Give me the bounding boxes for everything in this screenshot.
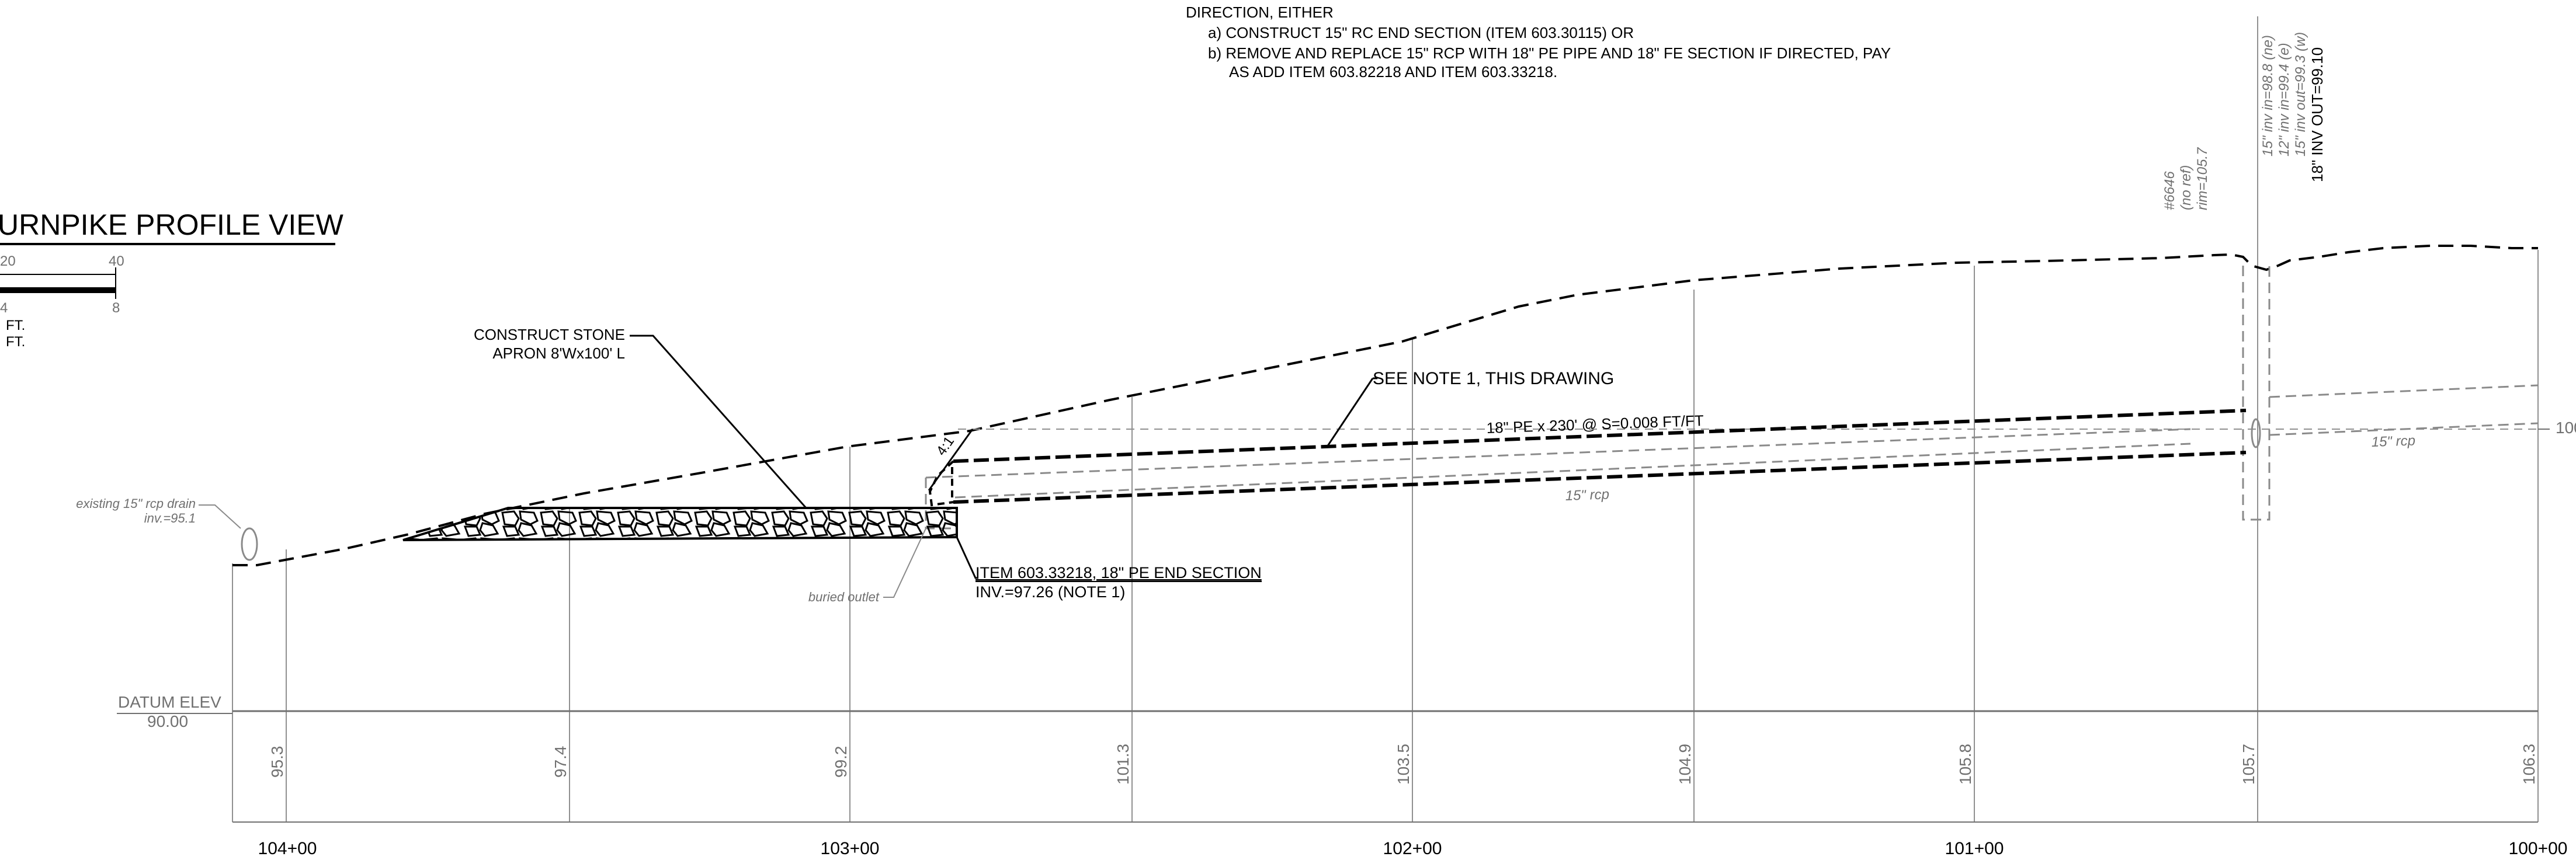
datum-value: 90.00 bbox=[147, 712, 188, 730]
scale-label-40: 40 bbox=[109, 253, 124, 269]
ground-elev-label: 105.8 bbox=[1956, 744, 1974, 785]
note-direction: DIRECTION, EITHER bbox=[1186, 4, 1334, 21]
buried-outlet-label: buried outlet bbox=[808, 590, 880, 604]
note-option-b-cont: AS ADD ITEM 603.82218 AND ITEM 603.33218… bbox=[1229, 63, 1557, 81]
page-title: URNPIKE PROFILE VIEW bbox=[0, 208, 344, 241]
ground-elevation-row: 95.3 97.4 99.2 101.3 103.5 104.9 105.8 1… bbox=[268, 744, 2538, 785]
datum-label: DATUM ELEV bbox=[118, 693, 221, 711]
existing-drain-leader bbox=[199, 504, 241, 529]
scale-label-20: 20 bbox=[0, 253, 16, 269]
structure-labels: #6646 (no ref) rim=105.7 15" inv in=98.8… bbox=[2162, 32, 2326, 210]
structure-label-id: #6646 bbox=[2162, 171, 2178, 210]
end-section-leader bbox=[956, 537, 978, 579]
structure-label-inv-ne: 15" inv in=98.8 (ne) bbox=[2260, 35, 2276, 156]
stone-apron-label-1: CONSTRUCT STONE bbox=[474, 326, 625, 343]
stone-apron-label-2: APRON 8'Wx100' L bbox=[492, 344, 625, 362]
scale-label-8: 8 bbox=[112, 300, 120, 316]
structure-label-inv-out: 18" INV OUT=99.10 bbox=[2308, 47, 2326, 182]
structure-label-rim: rim=105.7 bbox=[2195, 147, 2210, 210]
existing-15-rcp bbox=[925, 266, 2539, 530]
scale-label-4: 4 bbox=[0, 300, 8, 316]
station-label: 101+00 bbox=[1945, 839, 2004, 858]
existing-ground-profile bbox=[232, 245, 2538, 566]
existing-drain-label-1: existing 15" rcp drain bbox=[76, 496, 196, 511]
end-section-label-1: ITEM 603.33218, 18" PE END SECTION bbox=[975, 564, 1262, 582]
stone-apron bbox=[402, 507, 958, 541]
see-note-leader bbox=[1326, 378, 1374, 447]
ground-elev-label: 103.5 bbox=[1394, 744, 1412, 785]
elev-tick-100: 100 bbox=[2556, 419, 2576, 437]
scale-unit-1: FT. bbox=[6, 318, 25, 333]
station-label: 104+00 bbox=[258, 839, 317, 858]
proposed-18-pe-pipe bbox=[953, 409, 2247, 504]
scale-unit-2: FT. bbox=[6, 334, 25, 350]
ground-elev-label: 97.4 bbox=[551, 746, 570, 778]
ground-elev-label: 104.9 bbox=[1676, 744, 1694, 785]
scale-bar: 20 40 4 8 FT. FT. bbox=[0, 253, 124, 350]
buried-outlet-leader bbox=[883, 528, 926, 598]
ground-elev-label: 105.7 bbox=[2240, 744, 2258, 785]
end-section-label-2: INV.=97.26 (NOTE 1) bbox=[975, 583, 1125, 601]
ground-elev-label: 101.3 bbox=[1114, 744, 1132, 785]
ground-elev-label: 95.3 bbox=[268, 746, 286, 778]
rcp-15-right-label: 15" rcp bbox=[2371, 433, 2415, 450]
existing-drain-marker bbox=[241, 527, 258, 561]
station-label: 103+00 bbox=[821, 839, 880, 858]
station-label: 100+00 bbox=[2509, 839, 2568, 858]
structure-label-ref: (no ref) bbox=[2178, 165, 2194, 210]
station-label: 102+00 bbox=[1383, 839, 1442, 858]
station-row: 104+00 103+00 102+00 101+00 100+00 bbox=[258, 839, 2568, 858]
manhole-marker bbox=[2251, 418, 2261, 448]
structure-label-inv-w: 15" inv out=99.3 (w) bbox=[2293, 32, 2308, 156]
existing-drain-label-2: inv.=95.1 bbox=[144, 511, 196, 525]
ground-elev-label: 106.3 bbox=[2520, 744, 2538, 785]
note-option-b: b) REMOVE AND REPLACE 15" RCP WITH 18" P… bbox=[1208, 44, 1891, 62]
see-note-label: SEE NOTE 1, THIS DRAWING bbox=[1373, 369, 1614, 388]
slope-line bbox=[928, 429, 974, 491]
rcp-15-lower-label: 15" rcp bbox=[1565, 486, 1609, 504]
note-option-a: a) CONSTRUCT 15" RC END SECTION (ITEM 60… bbox=[1208, 24, 1634, 41]
station-grid bbox=[232, 16, 2539, 822]
ground-elev-label: 99.2 bbox=[832, 746, 850, 778]
stone-apron-leader bbox=[630, 335, 807, 509]
structure-label-inv-e: 12" inv in=99.4 (e) bbox=[2276, 43, 2292, 156]
